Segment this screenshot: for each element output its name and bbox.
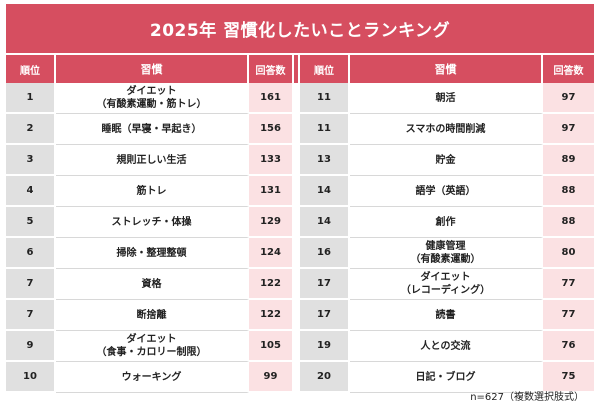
habit-cell: 日記・ブログ	[350, 362, 543, 393]
count-cell: 133	[249, 145, 294, 176]
header-rank-right: 順位	[300, 55, 350, 83]
column-gap	[294, 114, 300, 145]
rank-cell: 17	[300, 300, 350, 331]
header-item-left: 習慣	[56, 55, 249, 83]
habit-cell: 掃除・整理整頓	[56, 238, 249, 269]
rank-cell: 14	[300, 176, 350, 207]
habit-cell: 筋トレ	[56, 176, 249, 207]
rank-cell: 7	[6, 300, 56, 331]
count-cell: 97	[543, 83, 594, 114]
count-cell: 88	[543, 207, 594, 238]
count-cell: 131	[249, 176, 294, 207]
sample-size-note: n=627（複数選択肢式）	[470, 392, 584, 403]
rank-cell: 1	[6, 83, 56, 114]
rank-cell: 2	[6, 114, 56, 145]
habit-cell: 規則正しい生活	[56, 145, 249, 176]
rank-cell: 6	[6, 238, 56, 269]
table-row: 4 筋トレ 131 14 語学（英語） 88	[6, 176, 594, 207]
count-cell: 75	[543, 362, 594, 393]
table-row: 3 規則正しい生活 133 13 貯金 89	[6, 145, 594, 176]
rank-cell: 3	[6, 145, 56, 176]
count-cell: 122	[249, 269, 294, 300]
count-cell: 88	[543, 176, 594, 207]
habit-cell: ダイエット （有酸素運動・筋トレ）	[56, 83, 249, 114]
habit-cell: ストレッチ・体操	[56, 207, 249, 238]
rank-cell: 7	[6, 269, 56, 300]
count-cell: 77	[543, 300, 594, 331]
column-gap	[294, 207, 300, 238]
rank-cell: 10	[6, 362, 56, 393]
count-cell: 122	[249, 300, 294, 331]
column-gap	[294, 269, 300, 300]
habit-cell: スマホの時間削減	[350, 114, 543, 145]
table-row: 5 ストレッチ・体操 129 14 創作 88	[6, 207, 594, 238]
column-gap	[294, 238, 300, 269]
ranking-table: 順位 習慣 回答数 順位 習慣 回答数 1 ダイエット （有酸素運動・筋トレ） 161…	[6, 55, 594, 393]
column-gap	[294, 300, 300, 331]
habit-cell: 読書	[350, 300, 543, 331]
habit-cell: 健康管理 （有酸素運動）	[350, 238, 543, 269]
rank-cell: 5	[6, 207, 56, 238]
table-row: 7 断捨離 122 17 読書 77	[6, 300, 594, 331]
habit-cell: ダイエット （レコーディング）	[350, 269, 543, 300]
rank-cell: 13	[300, 145, 350, 176]
count-cell: 80	[543, 238, 594, 269]
habit-cell: 語学（英語）	[350, 176, 543, 207]
habit-cell: ダイエット （食事・カロリー制限）	[56, 331, 249, 362]
column-gap	[294, 331, 300, 362]
habit-cell: 資格	[56, 269, 249, 300]
rank-cell: 14	[300, 207, 350, 238]
count-cell: 77	[543, 269, 594, 300]
header-rank-left: 順位	[6, 55, 56, 83]
header-count-right: 回答数	[543, 55, 594, 83]
table-row: 6 掃除・整理整頓 124 16 健康管理 （有酸素運動） 80	[6, 238, 594, 269]
count-cell: 156	[249, 114, 294, 145]
habit-cell: 睡眠（早寝・早起き）	[56, 114, 249, 145]
rank-cell: 16	[300, 238, 350, 269]
count-cell: 76	[543, 331, 594, 362]
count-cell: 99	[249, 362, 294, 393]
rank-cell: 19	[300, 331, 350, 362]
rank-cell: 4	[6, 176, 56, 207]
table-row: 7 資格 122 17 ダイエット （レコーディング） 77	[6, 269, 594, 300]
column-gap	[294, 55, 300, 83]
habit-cell: 朝活	[350, 83, 543, 114]
count-cell: 89	[543, 145, 594, 176]
rank-cell: 9	[6, 331, 56, 362]
rank-cell: 17	[300, 269, 350, 300]
table-row: 1 ダイエット （有酸素運動・筋トレ） 161 11 朝活 97	[6, 83, 594, 114]
habit-cell: 創作	[350, 207, 543, 238]
header-item-right: 習慣	[350, 55, 543, 83]
table-row: 10 ウォーキング 99 20 日記・ブログ 75	[6, 362, 594, 393]
page-title: 2025年 習慣化したいことランキング	[6, 4, 594, 53]
header-count-left: 回答数	[249, 55, 294, 83]
habit-cell: 人との交流	[350, 331, 543, 362]
column-gap	[294, 145, 300, 176]
rank-cell: 11	[300, 114, 350, 145]
rank-cell: 20	[300, 362, 350, 393]
table-row: 2 睡眠（早寝・早起き） 156 11 スマホの時間削減 97	[6, 114, 594, 145]
habit-cell: ウォーキング	[56, 362, 249, 393]
column-gap	[294, 362, 300, 393]
count-cell: 97	[543, 114, 594, 145]
count-cell: 124	[249, 238, 294, 269]
table-row: 9 ダイエット （食事・カロリー制限） 105 19 人との交流 76	[6, 331, 594, 362]
column-gap	[294, 83, 300, 114]
count-cell: 129	[249, 207, 294, 238]
count-cell: 105	[249, 331, 294, 362]
habit-cell: 貯金	[350, 145, 543, 176]
header-row: 順位 習慣 回答数 順位 習慣 回答数	[6, 55, 594, 83]
count-cell: 161	[249, 83, 294, 114]
rank-cell: 11	[300, 83, 350, 114]
column-gap	[294, 176, 300, 207]
habit-cell: 断捨離	[56, 300, 249, 331]
